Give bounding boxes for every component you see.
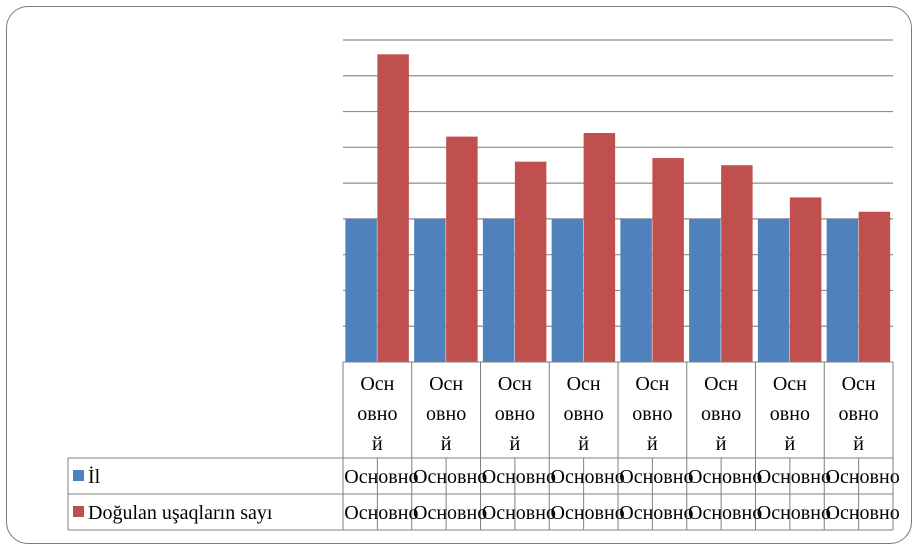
table-cell: Основно	[344, 502, 418, 524]
category-label: Осн овно й	[770, 373, 810, 455]
table-cell: Основно	[482, 502, 556, 524]
legend-label-il: İl	[88, 465, 101, 488]
category-label: Осн овно й	[357, 373, 397, 455]
category-label: Осн овно й	[701, 373, 741, 455]
legend-key-dogulan	[73, 506, 84, 517]
bar-il-6	[689, 218, 721, 362]
table-cell: Основно	[688, 502, 762, 524]
bar-il-3	[482, 218, 515, 362]
table-cell: Основно	[413, 466, 487, 488]
category-label: Осн овно й	[839, 373, 879, 455]
bar-dogulan-2	[446, 136, 478, 362]
category-label: Осн овно й	[426, 373, 466, 455]
bar-il-8	[826, 218, 859, 362]
category-label: Осн овно й	[564, 373, 604, 455]
bars	[345, 54, 891, 363]
bar-dogulan-5	[652, 158, 684, 362]
bar-il-1	[345, 218, 377, 362]
table-cell: Основно	[551, 466, 625, 488]
table-cell: Основно	[413, 502, 487, 524]
data-table-grid	[67, 361, 894, 531]
legend-label-dogulan: Doğulan uşaqların sayı	[88, 502, 273, 524]
bar-dogulan-4	[583, 133, 616, 362]
table-cell: Основно	[757, 466, 831, 488]
bar-dogulan-8	[858, 211, 891, 362]
bar-il-5	[620, 218, 652, 362]
bar-dogulan-1	[377, 54, 409, 363]
bar-il-2	[414, 218, 446, 362]
table-cell: Основно	[482, 466, 556, 488]
table-cell: Основно	[826, 466, 900, 488]
bar-dogulan-7	[789, 197, 822, 362]
table-cell: Основно	[826, 502, 900, 524]
table-cell: Основно	[688, 466, 762, 488]
category-labels: Осн овно й Осн овно й Осн овно й Осн овно й Осн овно й…	[357, 373, 878, 455]
table-cell: Основно	[757, 502, 831, 524]
bar-il-4	[551, 218, 584, 362]
table-cell: Основно	[619, 466, 693, 488]
table-cell: Основно	[344, 466, 418, 488]
bar-dogulan-3	[514, 161, 547, 362]
category-label: Осн овно й	[632, 373, 672, 455]
legend-key-il	[73, 470, 84, 481]
table-cell: Основно	[619, 502, 693, 524]
table-cell: Основно	[551, 502, 625, 524]
category-label: Осн овно й	[495, 373, 535, 455]
bar-dogulan-6	[721, 165, 753, 362]
bar-il-7	[757, 218, 790, 362]
